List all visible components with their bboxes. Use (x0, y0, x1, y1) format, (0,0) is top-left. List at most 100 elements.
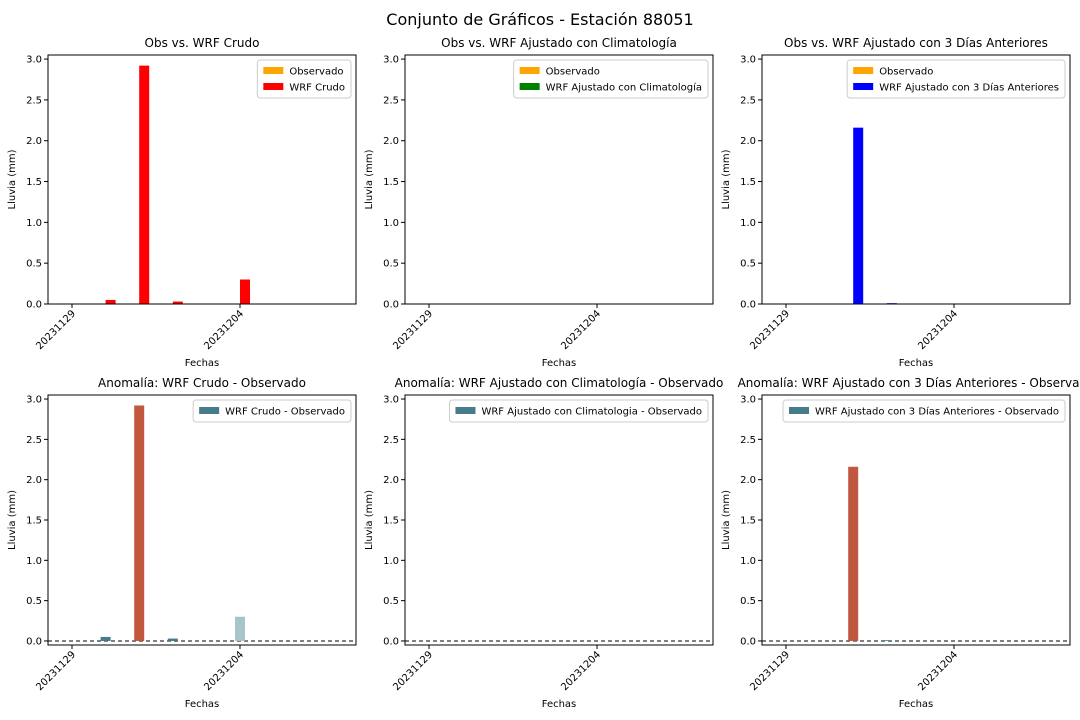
y-axis-label: Lluvia (mm) (7, 490, 18, 550)
y-tick-label: 2.5 (26, 435, 42, 446)
legend-label: WRF Ajustado con 3 Días Anteriores (879, 82, 1059, 94)
y-axis-label: Lluvia (mm) (721, 490, 732, 550)
axes-frame (404, 394, 714, 646)
bar (134, 405, 145, 641)
legend-label: Observado (289, 67, 343, 78)
x-tick-label: 20231129 (748, 308, 792, 352)
y-tick-label: 2.0 (383, 136, 399, 147)
y-tick-label: 1.0 (26, 218, 42, 229)
y-tick-label: 0.5 (383, 259, 399, 270)
y-tick-label: 2.5 (26, 95, 42, 106)
x-tick-label: 20231204 (202, 649, 246, 693)
y-tick-label: 2.5 (383, 435, 399, 446)
y-tick-label: 1.0 (740, 556, 756, 567)
y-tick-label: 2.5 (740, 435, 756, 446)
axes-frame (47, 54, 357, 305)
subplot-5: Anomalía: WRF Ajustado con Climatología … (364, 376, 723, 710)
bar (172, 301, 183, 304)
legend-box (192, 399, 352, 423)
y-tick-label: 2.5 (383, 95, 399, 106)
legend: Observado WRF Ajustado con Climatología (513, 59, 709, 99)
y-axis-label: Lluvia (mm) (721, 149, 732, 209)
y-tick-label: 0.0 (26, 636, 42, 647)
legend-box (513, 59, 709, 99)
subplot-title: Obs vs. WRF Ajustado con 3 Días Anterior… (784, 36, 1048, 50)
x-tick-label: 20231204 (202, 308, 246, 352)
y-tick-label: 1.5 (383, 177, 399, 188)
subplot-3: Obs vs. WRF Ajustado con 3 Días Anterior… (721, 36, 1071, 369)
x-tick-label: 20231204 (916, 308, 960, 352)
axes-frame (404, 54, 714, 305)
bar (139, 65, 150, 304)
x-axis-label: Fechas (542, 699, 577, 710)
legend-box (448, 399, 709, 423)
bar (853, 127, 864, 304)
x-tick-label: 20231129 (391, 649, 435, 693)
y-tick-label: 0.0 (740, 636, 756, 647)
y-tick-label: 2.0 (740, 475, 756, 486)
legend-label: WRF Ajustado con Climatología (546, 82, 702, 94)
y-tick-label: 3.0 (740, 395, 756, 406)
x-axis-label: Fechas (185, 699, 220, 710)
y-tick-label: 3.0 (26, 395, 42, 406)
x-axis-label: Fechas (542, 358, 577, 369)
y-tick-label: 1.0 (383, 556, 399, 567)
y-tick-label: 1.5 (740, 177, 756, 188)
y-tick-label: 2.0 (26, 475, 42, 486)
bar (105, 299, 116, 304)
legend: WRF Ajustado con 3 Días Anteriores - Obs… (782, 399, 1066, 423)
legend: Observado WRF Crudo (256, 59, 352, 99)
bar (167, 638, 178, 641)
x-tick-label: 20231204 (559, 649, 603, 693)
y-tick-label: 1.0 (26, 556, 42, 567)
legend: WRF Crudo - Observado (192, 399, 352, 423)
subplot-title: Anomalía: WRF Ajustado con Climatología … (395, 376, 724, 390)
x-axis-label: Fechas (899, 699, 934, 710)
axes-frame (761, 394, 1071, 646)
y-axis-label: Lluvia (mm) (364, 490, 375, 550)
legend-label: WRF Crudo (289, 83, 345, 94)
legend-swatch (789, 407, 810, 414)
legend-swatch (455, 407, 476, 414)
legend-label: WRF Ajustado con Climatologia - Observad… (481, 407, 702, 418)
x-tick-label: 20231204 (559, 308, 603, 352)
y-tick-label: 2.0 (740, 136, 756, 147)
y-tick-label: 0.0 (26, 300, 42, 311)
legend-swatch (519, 83, 540, 90)
subplot-6: Anomalía: WRF Ajustado con 3 Días Anteri… (721, 376, 1080, 710)
bar (881, 640, 892, 641)
subplot-4: Anomalía: WRF Crudo - Observado 0.0 0.5 1.0… (7, 376, 357, 710)
y-tick-label: 2.0 (383, 475, 399, 486)
y-tick-label: 3.0 (383, 395, 399, 406)
bar (235, 616, 245, 641)
x-axis-label: Fechas (185, 358, 220, 369)
y-tick-label: 0.5 (383, 596, 399, 607)
y-tick-label: 2.5 (740, 95, 756, 106)
legend-label: Observado (879, 67, 933, 78)
x-axis-label: Fechas (899, 358, 934, 369)
y-tick-label: 3.0 (383, 55, 399, 66)
y-tick-label: 0.5 (26, 596, 42, 607)
y-tick-label: 0.5 (740, 596, 756, 607)
legend: Observado WRF Ajustado con 3 Días Anterio… (846, 59, 1066, 99)
y-tick-label: 3.0 (26, 55, 42, 66)
y-tick-label: 1.5 (383, 516, 399, 527)
y-tick-label: 3.0 (740, 55, 756, 66)
x-tick-label: 20231204 (916, 649, 960, 693)
y-tick-label: 0.0 (383, 300, 399, 311)
figure-title: Conjunto de Gráficos - Estación 88051 (386, 10, 694, 29)
y-tick-label: 0.5 (740, 259, 756, 270)
x-tick-label: 20231129 (748, 649, 792, 693)
y-tick-label: 1.0 (740, 218, 756, 229)
y-axis-label: Lluvia (mm) (7, 149, 18, 209)
subplot-title: Anomalía: WRF Ajustado con 3 Días Anteri… (738, 376, 1080, 390)
subplot-title: Obs vs. WRF Crudo (145, 36, 260, 50)
y-tick-label: 0.0 (383, 636, 399, 647)
x-tick-label: 20231129 (34, 308, 78, 352)
y-tick-label: 1.0 (383, 218, 399, 229)
y-tick-label: 0.5 (26, 259, 42, 270)
bar (100, 636, 111, 641)
x-tick-label: 20231129 (34, 649, 78, 693)
y-tick-label: 0.0 (740, 300, 756, 311)
subplot-2: Obs vs. WRF Ajustado con Climatología 0.0… (364, 36, 714, 369)
